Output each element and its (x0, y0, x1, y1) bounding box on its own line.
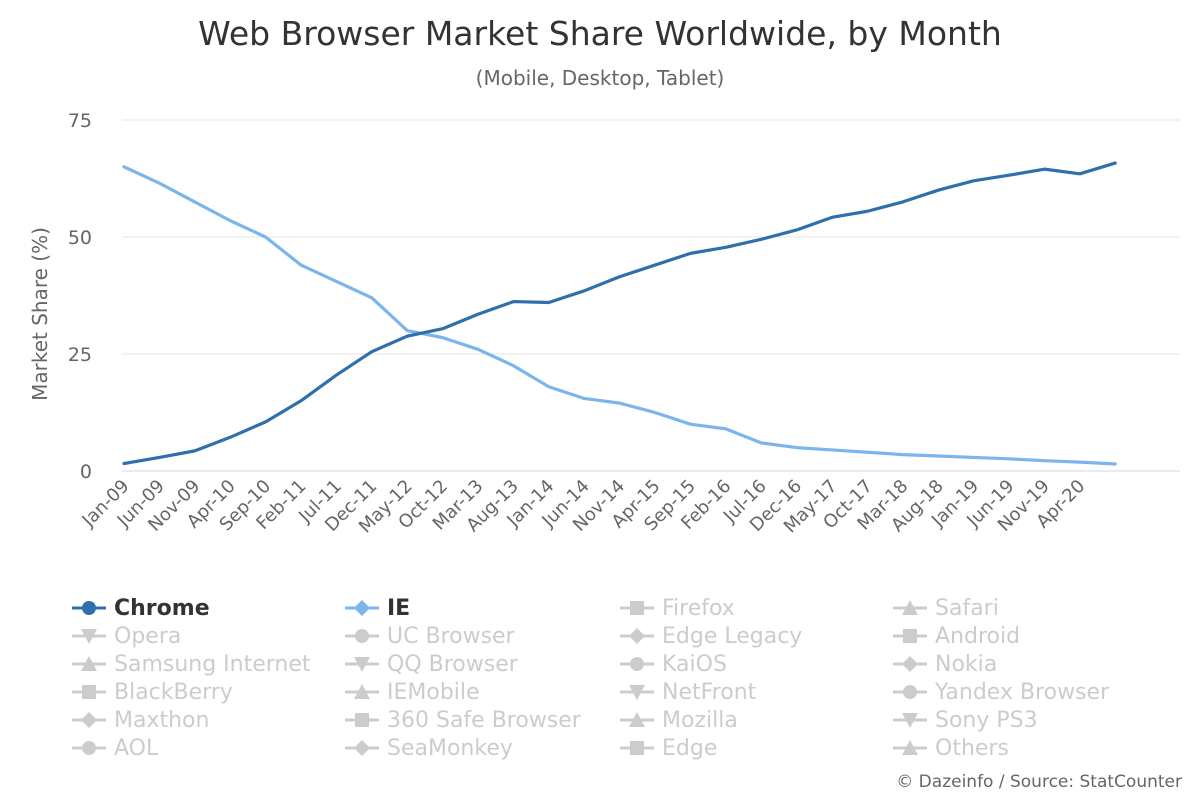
legend-item-netfront[interactable]: NetFront (620, 678, 756, 706)
legend-marker-icon (620, 685, 654, 700)
legend-label: Firefox (662, 595, 735, 621)
legend-item-android[interactable]: Android (893, 622, 1020, 650)
legend-label: Sony PS3 (935, 707, 1038, 733)
legend-label: NetFront (662, 679, 757, 705)
legend-marker-icon (893, 600, 927, 615)
y-tick-label: 50 (68, 227, 92, 249)
legend-marker-icon (72, 656, 106, 671)
legend-marker-icon (620, 741, 654, 755)
legend-marker-icon (620, 712, 654, 727)
legend-item-samsung-internet[interactable]: Samsung Internet (72, 650, 311, 678)
legend-marker-icon (893, 629, 927, 643)
legend-marker-icon (893, 656, 927, 672)
legend-label: UC Browser (387, 623, 515, 649)
legend-item-ie[interactable]: IE (345, 594, 410, 622)
legend-label: AOL (114, 735, 159, 761)
line-chart: 0 25 50 75 Jan-09Jun-09Nov-09Apr-10Sep-10Fe… (68, 110, 1180, 538)
legend-item-maxthon[interactable]: Maxthon (72, 706, 209, 734)
legend-item-qq-browser[interactable]: QQ Browser (345, 650, 518, 678)
legend-item-yandex-browser[interactable]: Yandex Browser (893, 678, 1109, 706)
legend-label: Android (935, 623, 1021, 649)
legend-label: SeaMonkey (387, 735, 513, 761)
legend-item-seamonkey[interactable]: SeaMonkey (345, 734, 513, 762)
legend-label: QQ Browser (387, 651, 518, 677)
legend-item-opera[interactable]: Opera (72, 622, 181, 650)
legend-marker-icon (72, 685, 106, 699)
legend-label: Samsung Internet (114, 651, 311, 677)
legend-label: 360 Safe Browser (387, 707, 581, 733)
y-tick-label: 75 (68, 110, 92, 132)
legend-item-nokia[interactable]: Nokia (893, 650, 997, 678)
gridlines (122, 119, 1180, 472)
y-axis-ticks: 0 25 50 75 (68, 110, 92, 483)
legend-marker-icon (345, 600, 379, 616)
y-tick-label: 0 (80, 461, 92, 483)
legend-item-blackberry[interactable]: BlackBerry (72, 678, 233, 706)
legend-marker-icon (893, 740, 927, 755)
legend-item-chrome[interactable]: Chrome (72, 594, 210, 622)
legend-label: Mozilla (662, 707, 738, 733)
series-lines (122, 161, 1117, 466)
legend-item-mozilla[interactable]: Mozilla (620, 706, 738, 734)
legend-marker-icon (72, 629, 106, 644)
legend-marker-icon (72, 741, 106, 755)
legend-item-aol[interactable]: AOL (72, 734, 158, 762)
legend-label: Others (935, 735, 1009, 761)
legend-label: Yandex Browser (935, 679, 1110, 705)
legend-marker-icon (345, 629, 379, 643)
legend-item-kaios[interactable]: KaiOS (620, 650, 727, 678)
legend-item-sony-ps3[interactable]: Sony PS3 (893, 706, 1038, 734)
legend-marker-icon (345, 657, 379, 672)
legend-item-edge[interactable]: Edge (620, 734, 717, 762)
legend-marker-icon (345, 713, 379, 727)
legend-label: Edge Legacy (662, 623, 803, 649)
legend-marker-icon (72, 712, 106, 728)
legend-item-360-safe-browser[interactable]: 360 Safe Browser (345, 706, 581, 734)
legend-item-firefox[interactable]: Firefox (620, 594, 735, 622)
legend-item-edge-legacy[interactable]: Edge Legacy (620, 622, 802, 650)
legend-label: IE (387, 595, 411, 621)
legend-label: BlackBerry (114, 679, 233, 705)
legend-item-iemobile[interactable]: IEMobile (345, 678, 480, 706)
legend-label: Safari (935, 595, 999, 621)
legend-marker-icon (893, 713, 927, 728)
y-tick-label: 25 (68, 344, 92, 366)
legend-item-uc-browser[interactable]: UC Browser (345, 622, 515, 650)
series-line-chrome[interactable] (122, 161, 1117, 466)
credits: © Dazeinfo / Source: StatCounter (896, 772, 1182, 792)
series-line-ie[interactable] (122, 165, 1117, 466)
y-axis-label: Market Share (%) (28, 227, 52, 401)
chart-subtitle: (Mobile, Desktop, Tablet) (475, 66, 725, 90)
legend-label: KaiOS (662, 651, 727, 677)
x-axis-ticks: Jan-09Jun-09Nov-09Apr-10Sep-10Feb-11Jul-… (78, 476, 1090, 538)
legend-marker-icon (345, 684, 379, 699)
legend-marker-icon (72, 601, 106, 615)
legend-label: Nokia (935, 651, 998, 677)
legend-label: Chrome (114, 595, 210, 621)
legend-marker-icon (620, 628, 654, 644)
legend-label: Maxthon (114, 707, 210, 733)
legend-label: Edge (662, 735, 718, 761)
chart-title: Web Browser Market Share Worldwide, by M… (198, 14, 1002, 53)
legend-item-others[interactable]: Others (893, 734, 1009, 762)
legend-marker-icon (345, 740, 379, 756)
legend-label: Opera (114, 623, 182, 649)
legend-marker-icon (620, 601, 654, 615)
legend-marker-icon (893, 685, 927, 699)
legend-label: IEMobile (387, 679, 480, 705)
legend-marker-icon (620, 657, 654, 671)
legend-item-safari[interactable]: Safari (893, 594, 999, 622)
